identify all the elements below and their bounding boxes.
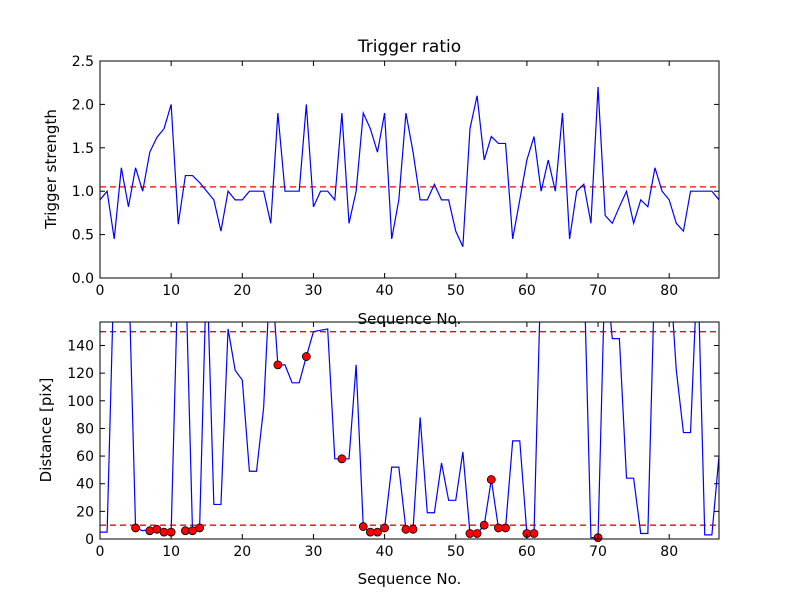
data-point <box>486 475 496 484</box>
y-tick-label: 1.0 <box>72 184 94 200</box>
y-tick-label: 20 <box>76 504 94 520</box>
data-point <box>479 520 489 530</box>
x-tick-label: 30 <box>305 544 323 560</box>
x-tick-label: 50 <box>447 544 465 560</box>
x-tick-label: 0 <box>96 544 105 560</box>
plot-area <box>100 87 719 247</box>
y-tick-label: 0 <box>85 532 94 548</box>
y-tick-label: 0.5 <box>72 228 94 244</box>
x-tick-label: 20 <box>233 283 251 299</box>
y-tick-label: 40 <box>76 477 94 493</box>
y-tick-label: 0.0 <box>72 271 94 287</box>
series-line <box>100 87 719 247</box>
x-tick-label: 10 <box>162 283 180 299</box>
y-axis-label: Trigger strength <box>42 109 60 230</box>
trigger-ratio-panel: Trigger ratio Sequence No. Trigger stren… <box>42 37 720 328</box>
data-point <box>472 529 482 538</box>
data-point <box>195 523 205 533</box>
x-tick-label: 60 <box>518 544 536 560</box>
axes-frame <box>99 321 720 540</box>
data-point <box>529 529 539 538</box>
x-axis-label: Sequence No. <box>358 310 462 328</box>
x-tick-label: 0 <box>96 283 105 299</box>
x-tick-label: 30 <box>305 283 323 299</box>
panel-title: Trigger ratio <box>357 37 461 57</box>
x-tick-label: 80 <box>660 283 678 299</box>
x-tick-label: 10 <box>162 544 180 560</box>
y-tick-label: 100 <box>67 394 94 410</box>
x-tick-label: 80 <box>660 544 678 560</box>
x-tick-label: 70 <box>589 544 607 560</box>
x-tick-label: 20 <box>233 544 251 560</box>
data-point <box>501 523 510 533</box>
data-point <box>301 352 311 361</box>
data-point <box>273 360 283 370</box>
data-point <box>408 524 418 534</box>
y-tick-label: 60 <box>76 449 94 465</box>
y-tick-label: 140 <box>67 338 94 354</box>
y-tick-label: 1.5 <box>72 141 94 157</box>
x-axis-label: Sequence No. <box>358 570 462 588</box>
x-tick-label: 40 <box>376 283 394 299</box>
data-point <box>337 454 347 464</box>
x-tick-label: 40 <box>376 544 394 560</box>
data-point <box>380 523 389 533</box>
axes-frame <box>99 60 720 279</box>
x-tick-label: 50 <box>447 283 465 299</box>
distance-panel: Sequence No. Distance [pix] 0 10 20 30 40 50 6… <box>37 321 720 588</box>
data-point <box>358 522 368 531</box>
y-tick-label: 2.0 <box>72 97 94 113</box>
x-tick-label: 70 <box>589 283 607 299</box>
y-tick-label: 2.5 <box>72 54 94 70</box>
data-point <box>145 526 155 536</box>
y-axis-label: Distance [pix] <box>37 378 55 483</box>
y-tick-label: 80 <box>76 421 94 437</box>
y-tick-label: 120 <box>67 366 94 382</box>
x-tick-label: 60 <box>518 283 536 299</box>
data-point <box>373 527 382 537</box>
data-point <box>131 523 140 533</box>
